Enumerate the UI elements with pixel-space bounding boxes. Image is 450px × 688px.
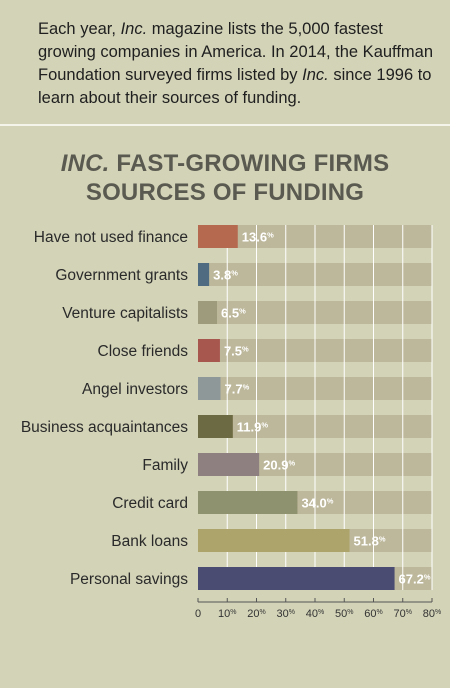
- magazine-name-2: Inc.: [302, 66, 329, 84]
- category-label: Government grants: [55, 267, 188, 284]
- value-label: 51.8%: [354, 534, 386, 549]
- value-label: 3.8%: [213, 268, 238, 283]
- chart-title: INC. FAST-GROWING FIRMS SOURCES OF FUNDI…: [0, 149, 450, 207]
- title-italic: INC.: [60, 150, 110, 177]
- category-label: Have not used finance: [34, 229, 188, 246]
- bar: [198, 491, 298, 514]
- x-tick-label: 20%: [247, 608, 265, 620]
- category-label: Family: [142, 457, 188, 474]
- bar: [198, 415, 233, 438]
- category-label: Angel investors: [82, 381, 188, 398]
- bar: [198, 225, 238, 248]
- category-label: Personal savings: [70, 571, 188, 588]
- category-label: Close friends: [98, 343, 189, 360]
- title-line1: FAST-GROWING FIRMS: [109, 150, 390, 177]
- x-tick-label: 60%: [364, 608, 382, 620]
- value-label: 67.2%: [399, 572, 431, 587]
- bar: [198, 301, 218, 324]
- value-label: 11.9%: [237, 420, 269, 435]
- value-label: 34.0%: [301, 496, 333, 511]
- intro-text: Each year, Inc. magazine lists the 5,000…: [38, 20, 434, 107]
- bar: [198, 377, 221, 400]
- divider: [0, 124, 450, 126]
- x-tick-label: 10%: [218, 608, 236, 620]
- value-label: 20.9%: [263, 458, 295, 473]
- bar: [198, 339, 220, 362]
- value-label: 6.5%: [221, 306, 246, 321]
- x-tick-label: 30%: [277, 608, 295, 620]
- value-label: 7.7%: [225, 382, 250, 397]
- category-label: Venture capitalists: [62, 305, 188, 322]
- category-label: Business acquaintances: [21, 419, 188, 436]
- bar: [198, 529, 350, 552]
- x-tick-label: 80%: [423, 608, 441, 620]
- category-label: Bank loans: [111, 533, 188, 550]
- value-label: 13.6%: [242, 230, 274, 245]
- bar: [198, 263, 210, 286]
- title-line2: SOURCES OF FUNDING: [85, 179, 365, 206]
- x-tick-label: 50%: [335, 608, 353, 620]
- x-tick-label: 0: [195, 608, 201, 620]
- category-label: Credit card: [112, 495, 188, 512]
- x-tick-label: 40%: [306, 608, 324, 620]
- x-tick-label: 70%: [394, 608, 412, 620]
- magazine-name: Inc.: [120, 20, 148, 38]
- bar: [198, 567, 395, 590]
- bar: [198, 453, 260, 476]
- value-label: 7.5%: [224, 344, 249, 359]
